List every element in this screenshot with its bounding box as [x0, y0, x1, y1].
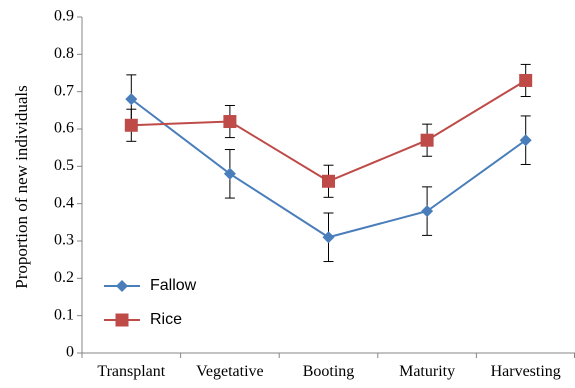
- series-layer: [124, 63, 533, 263]
- y-tick-label: 0.2: [54, 269, 74, 286]
- legend-item-rice: Rice: [104, 311, 182, 328]
- x-tick-label: Maturity: [399, 363, 455, 380]
- data-point: [519, 73, 533, 87]
- data-point: [125, 93, 138, 106]
- y-tick-label: 0.3: [54, 232, 74, 249]
- data-point: [322, 231, 335, 244]
- y-tick-label: 0: [66, 344, 74, 361]
- x-tick-label: Harvesting: [491, 363, 561, 380]
- data-point: [421, 205, 434, 218]
- x-tick-label: Vegetative: [196, 363, 264, 380]
- x-axis: Transplant Vegetative Booting Maturity Harve…: [81, 352, 575, 380]
- data-point: [519, 134, 532, 147]
- y-tick-label: 0.4: [54, 194, 74, 211]
- y-axis-title: Proportion of new individuals: [12, 85, 31, 289]
- data-point: [420, 133, 434, 147]
- legend: Fallow Rice: [104, 277, 197, 328]
- y-tick-label: 0.8: [54, 45, 74, 62]
- y-tick-label: 0.6: [54, 120, 74, 137]
- legend-marker: [116, 280, 128, 292]
- x-tick-label: Transplant: [97, 363, 165, 380]
- series-fallow: [125, 74, 532, 263]
- legend-label: Fallow: [150, 277, 197, 294]
- legend-label: Rice: [150, 311, 182, 328]
- y-tick-label: 0.5: [54, 157, 74, 174]
- data-point: [223, 115, 237, 129]
- legend-item-fallow: Fallow: [104, 277, 197, 294]
- y-tick-label: 0.9: [54, 8, 74, 25]
- x-tick-label: Booting: [303, 363, 355, 380]
- y-tick-label: 0.1: [54, 306, 74, 323]
- data-point: [223, 167, 236, 180]
- series-rice: [124, 63, 533, 198]
- data-point: [124, 118, 138, 132]
- data-point: [322, 174, 335, 188]
- y-tick-label: 0.7: [54, 82, 74, 99]
- legend-marker: [115, 313, 129, 327]
- y-axis: 0 0.1 0.2 0.3 0.4 0.5 0.6 0.7 0.8 0.9: [54, 8, 83, 361]
